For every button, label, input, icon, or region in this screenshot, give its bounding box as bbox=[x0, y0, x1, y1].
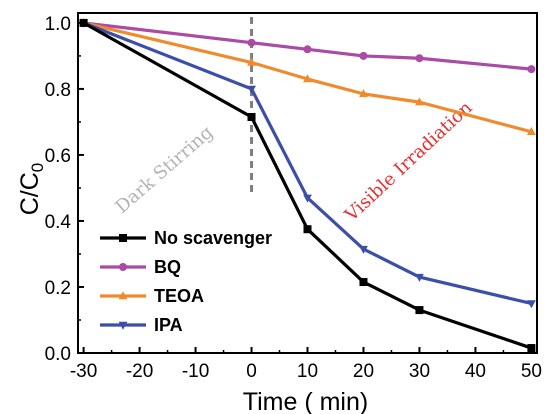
legend-label-teoa: TEOA bbox=[154, 286, 204, 306]
data-point-ipa bbox=[303, 194, 312, 203]
y-axis-title-group: C/C0 bbox=[16, 163, 47, 216]
data-point-teoa bbox=[247, 57, 256, 66]
x-tick-label: 10 bbox=[297, 361, 318, 382]
data-point-ipa bbox=[415, 273, 424, 282]
legend-marker-bq bbox=[119, 263, 127, 271]
data-point-bq bbox=[359, 51, 368, 60]
legend-marker-teoa bbox=[118, 291, 128, 300]
data-point-no-scavenger bbox=[359, 278, 368, 287]
annotation-dark-stirring: Dark Stirring bbox=[112, 122, 218, 218]
data-point-no-scavenger bbox=[247, 112, 256, 121]
y-axis-title-subscript: 0 bbox=[28, 163, 47, 172]
legend-label-ipa: IPA bbox=[154, 315, 183, 335]
legend-marker-ipa bbox=[118, 321, 128, 330]
series-line-no-scavenger bbox=[82, 21, 532, 350]
data-point-ipa bbox=[527, 300, 536, 309]
series-line-bq bbox=[83, 21, 532, 71]
data-point-teoa bbox=[415, 97, 424, 106]
data-point-teoa bbox=[303, 74, 312, 83]
data-point-teoa bbox=[527, 127, 536, 136]
data-point-bq bbox=[303, 45, 312, 54]
series-line-teoa bbox=[83, 21, 532, 134]
y-tick-label: 0.4 bbox=[45, 212, 72, 233]
series-line-ipa bbox=[83, 21, 532, 306]
data-point-no-scavenger bbox=[527, 344, 536, 353]
y-tick-label: 0.0 bbox=[45, 344, 71, 365]
data-point-ipa bbox=[359, 245, 368, 254]
annotation-visible-irradiation: Visible Irradiation bbox=[340, 97, 476, 226]
x-tick-label: 0 bbox=[246, 361, 257, 382]
data-point-no-scavenger bbox=[415, 306, 424, 315]
y-tick-label: 0.8 bbox=[45, 80, 71, 101]
legend-label-bq: BQ bbox=[154, 257, 181, 277]
x-axis-title: Time ( min) bbox=[243, 388, 368, 414]
y-tick-label: 1.0 bbox=[45, 14, 71, 35]
data-point-bq bbox=[527, 65, 536, 74]
x-tick-label: -30 bbox=[70, 361, 97, 382]
data-point-teoa bbox=[359, 89, 368, 98]
data-point-no-scavenger bbox=[79, 18, 88, 27]
legend-label-no-scavenger: No scavenger bbox=[154, 228, 272, 248]
data-point-bq bbox=[415, 54, 424, 63]
x-tick-label: 50 bbox=[521, 361, 542, 382]
x-tick-label: 20 bbox=[353, 361, 374, 382]
x-tick-label: 30 bbox=[409, 361, 430, 382]
data-point-ipa bbox=[247, 85, 256, 94]
x-tick-label: -20 bbox=[126, 361, 153, 382]
y-tick-label: 0.2 bbox=[45, 278, 71, 299]
x-tick-label: -10 bbox=[182, 361, 209, 382]
y-tick-label: 0.6 bbox=[45, 146, 71, 167]
y-axis-title: C/C0 bbox=[16, 163, 47, 216]
x-tick-label: 40 bbox=[465, 361, 486, 382]
data-point-no-scavenger bbox=[303, 225, 312, 234]
data-point-bq bbox=[247, 38, 256, 47]
legend-marker-no-scavenger bbox=[119, 234, 127, 242]
